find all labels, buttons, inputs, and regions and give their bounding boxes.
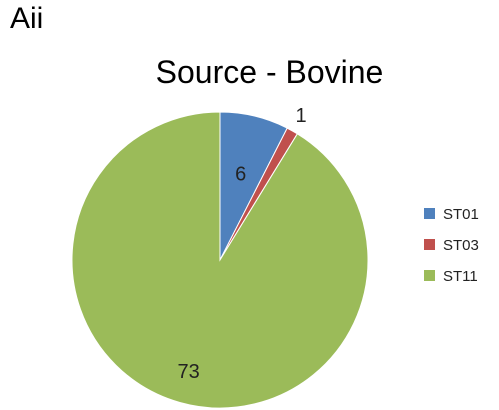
data-label-st11: 73 [178, 361, 200, 383]
pie-slice-st11 [71, 111, 369, 409]
chart-title: Source - Bovine [155, 54, 384, 90]
data-label-st01: 6 [235, 164, 246, 186]
legend-label-st11: ST11 [443, 268, 478, 285]
legend-swatch-st11 [424, 270, 435, 281]
legend-label-st03: ST03 [443, 237, 479, 254]
legend-swatch-st03 [424, 239, 435, 250]
legend-swatch-st01 [424, 208, 435, 219]
data-label-st03: 1 [296, 105, 307, 127]
panel-label: Aii [10, 2, 44, 35]
legend-label-st01: ST01 [443, 206, 479, 223]
